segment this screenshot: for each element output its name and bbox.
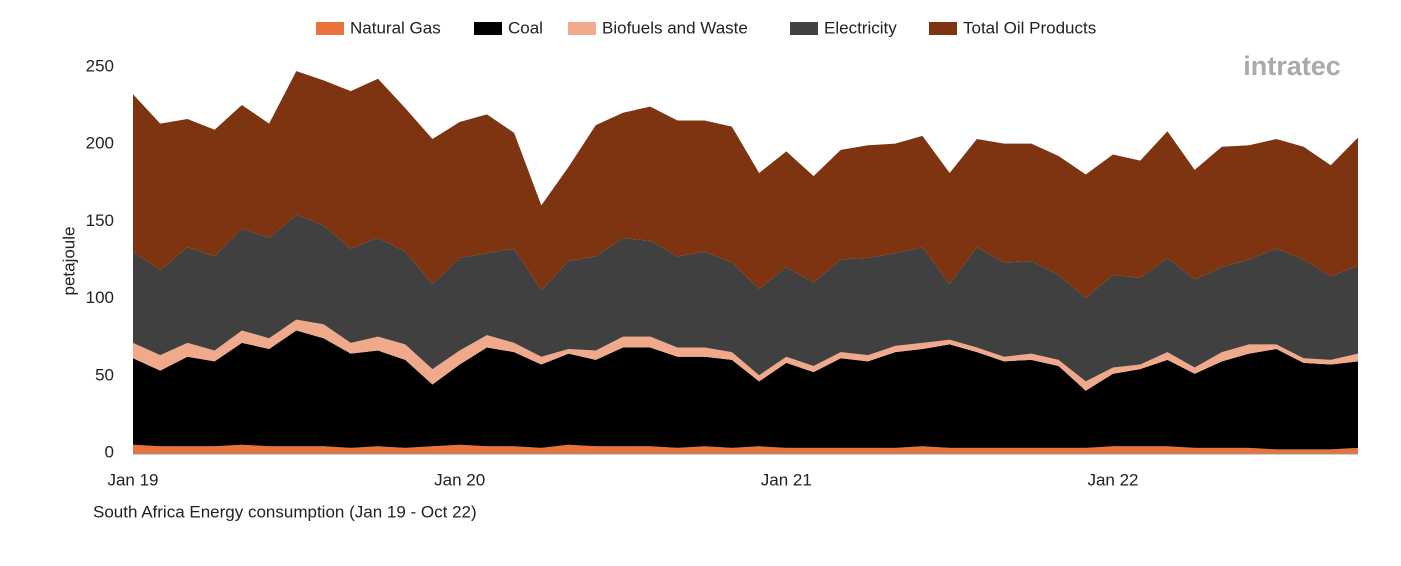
legend-label: Natural Gas xyxy=(350,18,441,37)
legend-swatch xyxy=(790,22,818,35)
y-tick-label: 50 xyxy=(95,365,114,384)
legend-swatch xyxy=(568,22,596,35)
y-tick-label: 150 xyxy=(86,211,114,230)
area xyxy=(133,214,1358,382)
watermark: intratec xyxy=(1243,51,1341,81)
legend-label: Electricity xyxy=(824,18,897,37)
y-tick-label: 250 xyxy=(86,56,114,75)
y-axis-label: petajoule xyxy=(59,226,78,295)
x-tick-label: Jan 19 xyxy=(107,470,158,489)
legend-label: Coal xyxy=(508,18,543,37)
x-tick-label: Jan 20 xyxy=(434,470,485,489)
area xyxy=(133,330,1358,450)
chart-title: South Africa Energy consumption (Jan 19 … xyxy=(93,502,477,521)
x-tick-label: Jan 22 xyxy=(1087,470,1138,489)
area xyxy=(133,319,1358,391)
x-tick-label: Jan 21 xyxy=(761,470,812,489)
y-tick-label: 200 xyxy=(86,134,114,153)
area xyxy=(133,71,1358,299)
y-tick-label: 100 xyxy=(86,288,114,307)
legend-swatch xyxy=(474,22,502,35)
legend-label: Total Oil Products xyxy=(963,18,1096,37)
legend-swatch xyxy=(316,22,344,35)
legend-swatch xyxy=(929,22,957,35)
legend-label: Biofuels and Waste xyxy=(602,18,748,37)
area xyxy=(133,444,1358,454)
y-tick-label: 0 xyxy=(105,442,114,461)
